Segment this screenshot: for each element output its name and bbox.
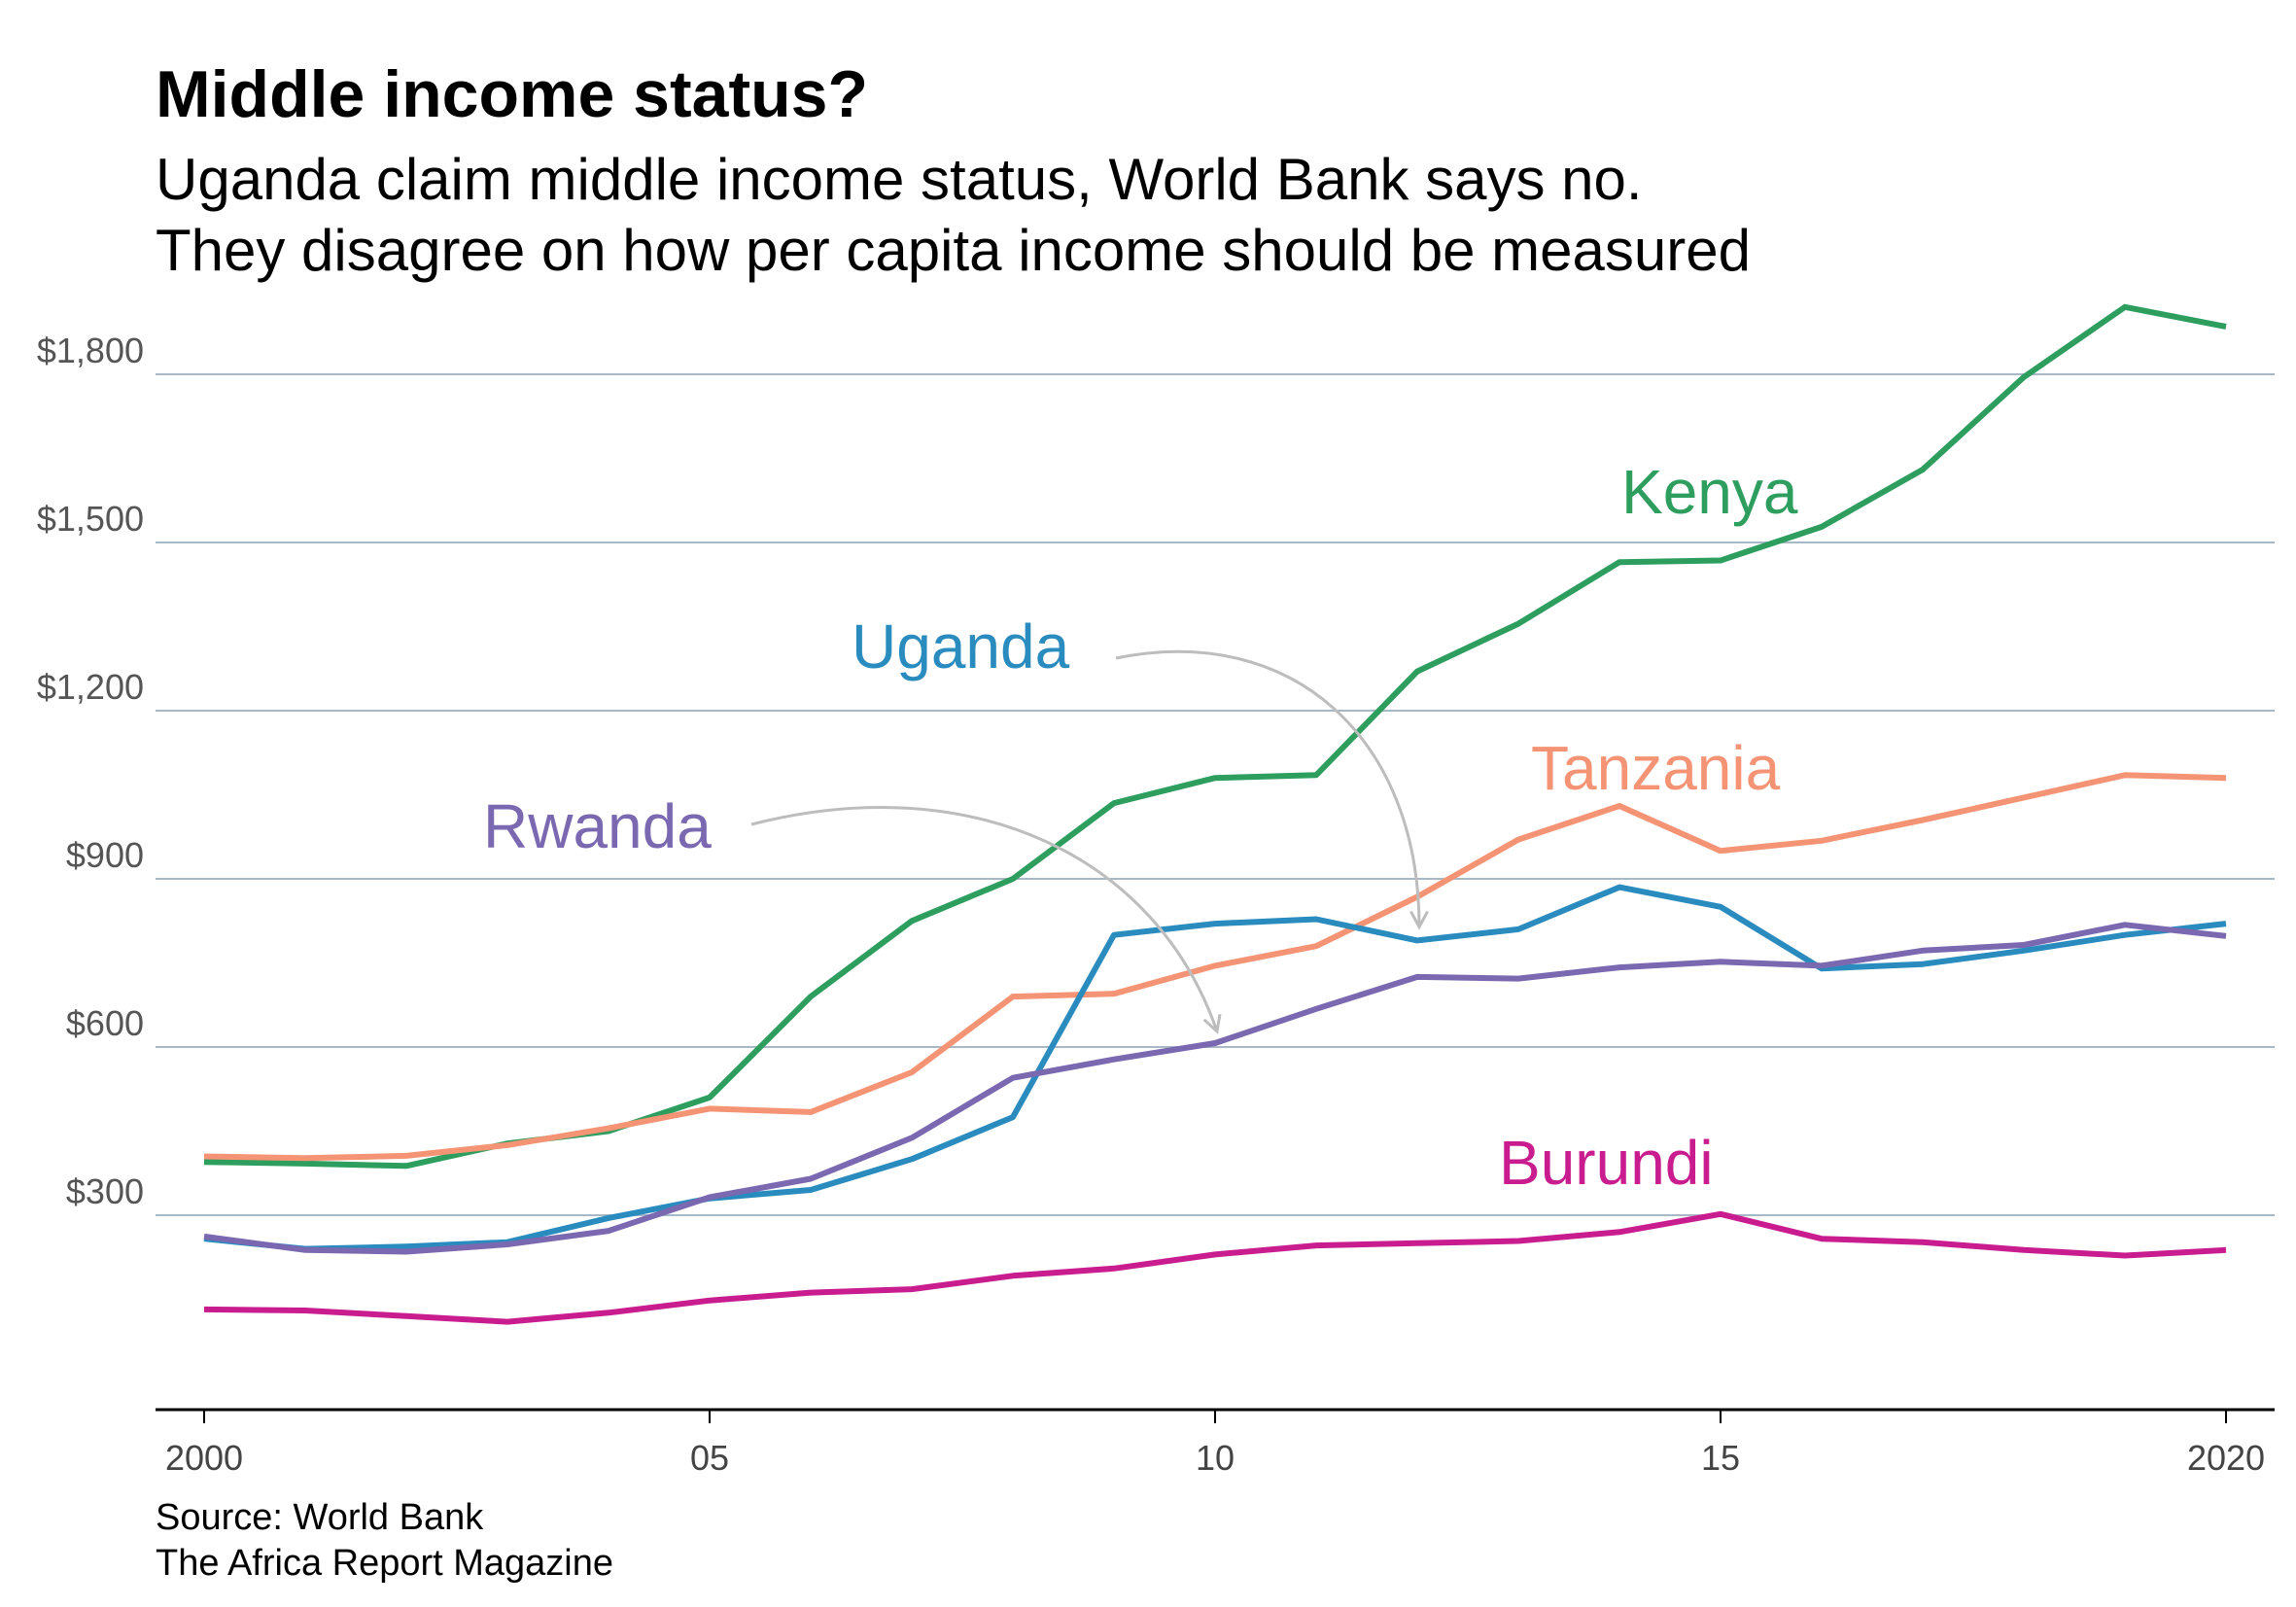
series-lines <box>203 303 2227 1325</box>
rwanda-annotation-arrow <box>750 806 1219 1032</box>
y-tick-label: $1,500 <box>37 499 144 539</box>
series-line-kenya <box>203 303 2227 1170</box>
x-tick-label: 05 <box>690 1438 729 1478</box>
series-line-rwanda <box>203 922 2227 1255</box>
y-tick-label: $1,800 <box>37 331 144 370</box>
x-tick-label: 2000 <box>165 1438 243 1478</box>
chart-subtitle-line-1: Uganda claim middle income status, World… <box>156 147 1643 212</box>
source-line-1: Source: World Bank <box>156 1497 484 1538</box>
series-line-tanzania <box>203 772 2227 1162</box>
chart-title: Middle income status? <box>156 57 868 131</box>
x-tick-label: 2020 <box>2187 1438 2265 1478</box>
annotations: Kenya Uganda Tanzania Rwanda Burundi <box>483 457 1798 1198</box>
chart-subtitle-line-2: They disagree on how per capita income s… <box>156 218 1751 283</box>
uganda-annotation-arrowhead <box>1409 910 1429 930</box>
x-tick-label: 15 <box>1701 1438 1740 1478</box>
series-label-rwanda: Rwanda <box>483 791 712 861</box>
series-label-kenya: Kenya <box>1621 457 1798 527</box>
y-tick-label: $900 <box>66 835 144 875</box>
series-line-uganda <box>203 884 2227 1252</box>
series-label-tanzania: Tanzania <box>1531 733 1781 803</box>
y-axis-tick-labels: $300 $600 $900 $1,200 $1,500 $1,800 <box>37 331 144 1211</box>
uganda-annotation-arrow <box>1115 649 1421 927</box>
gridlines <box>156 373 2275 1216</box>
series-label-uganda: Uganda <box>852 611 1070 681</box>
x-axis-ticks: 2000 05 10 15 2020 <box>165 1410 2265 1478</box>
rwanda-annotation-arrowhead <box>1202 1013 1222 1034</box>
y-tick-label: $600 <box>66 1003 144 1043</box>
series-label-burundi: Burundi <box>1499 1128 1714 1198</box>
source-line-2: The Africa Report Magazine <box>156 1543 613 1584</box>
series-line-burundi <box>203 1210 2227 1325</box>
x-tick-label: 10 <box>1196 1438 1235 1478</box>
y-tick-label: $1,200 <box>37 667 144 707</box>
y-tick-label: $300 <box>66 1171 144 1211</box>
